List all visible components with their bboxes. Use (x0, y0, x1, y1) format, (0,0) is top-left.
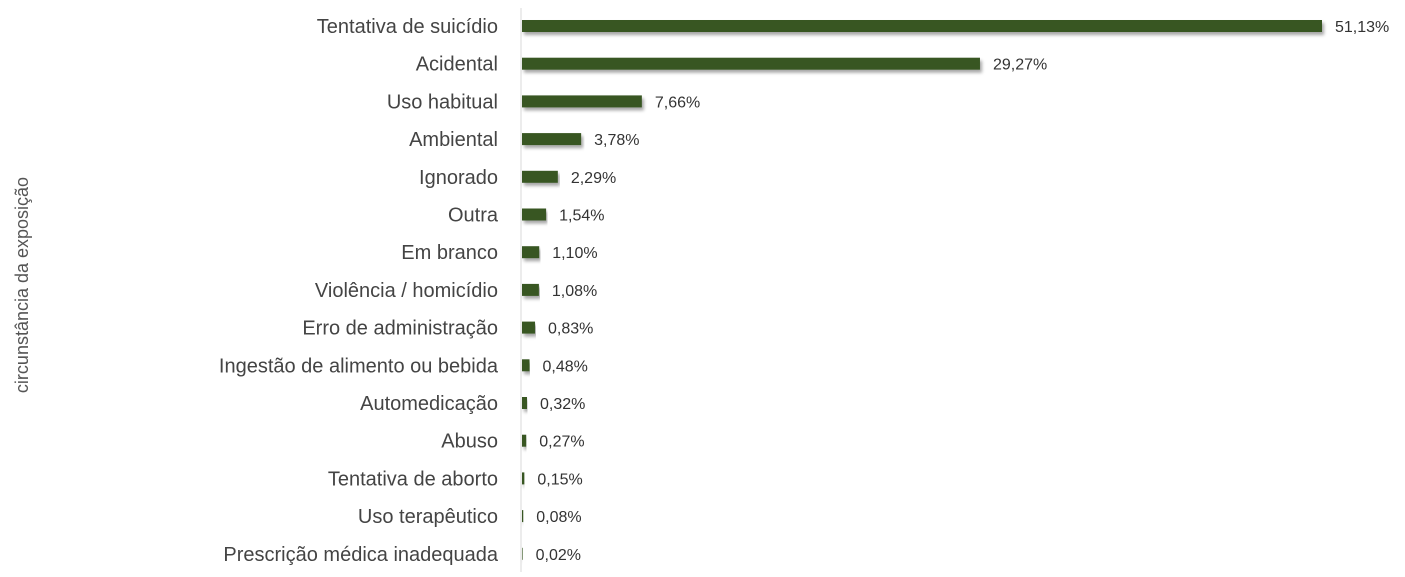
bar (522, 57, 980, 70)
bar (522, 359, 530, 372)
category-label: Em branco (401, 242, 498, 264)
data-label: 1,08% (552, 283, 597, 300)
data-label: 51,13% (1335, 19, 1389, 36)
category-label: Tentativa de suicídio (317, 16, 498, 38)
category-label: Outra (448, 205, 499, 227)
bar (522, 20, 1322, 32)
category-label: Ignorado (419, 167, 498, 189)
category-label: Prescrição médica inadequada (223, 544, 498, 566)
category-label: Ambiental (409, 129, 498, 151)
bar (522, 208, 547, 221)
y-axis-title: circunstância da exposição (12, 177, 32, 393)
category-label: Tentativa de aborto (328, 468, 498, 490)
category-label: Automedicação (360, 393, 498, 415)
bar (522, 472, 525, 485)
bar (522, 283, 539, 296)
bar (522, 133, 582, 146)
data-label: 0,08% (536, 509, 581, 526)
data-label: 0,48% (543, 358, 588, 375)
bar (522, 321, 535, 334)
category-labels: Tentativa de suicídio Acidental Uso habitu… (219, 16, 499, 566)
bar (522, 510, 524, 523)
bar (522, 246, 540, 259)
bars (522, 20, 1322, 560)
data-label: 0,15% (537, 471, 582, 488)
data-label: 0,27% (539, 434, 584, 451)
category-label: Uso habitual (387, 91, 498, 113)
value-labels: 51,13% 29,27% 7,66% 3,78% 2,29% 1,54% 1,10% 1,0… (536, 19, 1390, 564)
category-label: Violência / homicídio (315, 280, 498, 302)
data-label: 2,29% (571, 170, 616, 187)
bar (522, 547, 523, 560)
data-label: 0,32% (540, 396, 585, 413)
category-label: Ingestão de alimento ou bebida (219, 355, 499, 377)
data-label: 1,54% (559, 208, 604, 225)
bar (522, 95, 642, 108)
data-label: 7,66% (655, 94, 700, 111)
data-label: 0,83% (548, 321, 593, 338)
data-label: 1,10% (552, 245, 597, 262)
bar (522, 434, 527, 447)
category-label: Acidental (416, 54, 498, 76)
bar (522, 170, 558, 183)
data-label: 3,78% (594, 132, 639, 149)
category-label: Erro de administração (302, 318, 498, 340)
category-label: Uso terapêutico (358, 506, 498, 528)
data-label: 0,02% (536, 547, 581, 564)
category-label: Abuso (441, 431, 498, 453)
data-label: 29,27% (993, 57, 1047, 74)
bar (522, 397, 528, 409)
